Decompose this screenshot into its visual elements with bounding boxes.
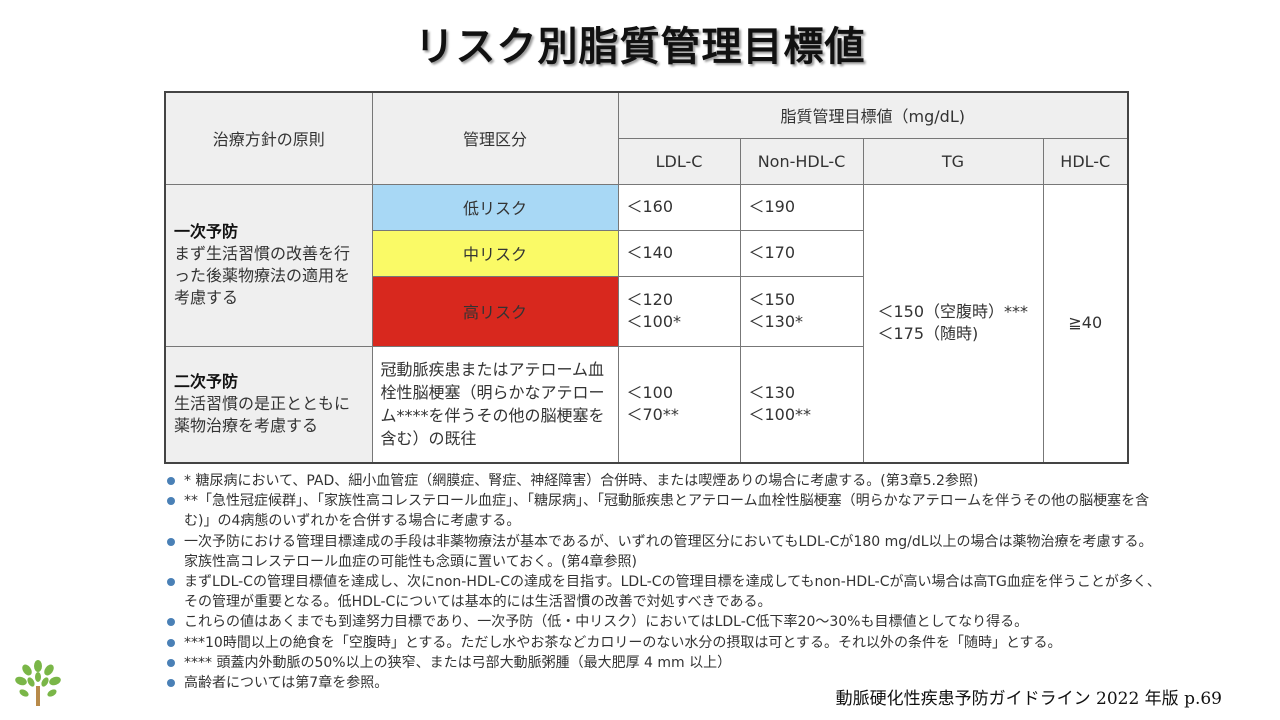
nonhdl-secondary: ＜130 ＜100** — [739, 345, 864, 464]
ldl-mid: ＜140 — [617, 229, 741, 277]
primary-desc: まず生活習慣の改善を行った後薬物療法の適用を考慮する — [174, 244, 351, 307]
secondary-desc: 生活習慣の是正とともに薬物治療を考慮する — [174, 394, 351, 436]
footnote: **「急性冠症候群」、「家族性高コレステロール血症」、「糖尿病」、「冠動脈疾患と… — [164, 491, 1164, 531]
bullet-icon — [167, 578, 175, 587]
ldl-secondary: ＜100 ＜70** — [617, 345, 741, 464]
tree-logo-icon — [15, 660, 61, 706]
header-ldl: LDL-C — [617, 137, 741, 185]
bullet-icon — [167, 618, 175, 627]
footnotes: * 糖尿病において、PAD、細小血管症（網膜症、腎症、神経障害）合併時、または喫… — [164, 471, 1164, 693]
tg-cell: ＜150（空腹時）*** ＜175（随時) — [862, 183, 1044, 464]
secondary-prevention-cell: 二次予防 生活習慣の是正とともに薬物治療を考慮する — [164, 345, 373, 464]
bullet-icon — [167, 537, 175, 546]
ldl-secondary-2: ＜70** — [626, 405, 679, 425]
header-target-group: 脂質管理目標値（mg/dL) — [617, 91, 1129, 139]
nonhdl-secondary-1: ＜130 — [748, 383, 796, 403]
header-principle: 治療方針の原則 — [164, 91, 373, 185]
ldl-low: ＜160 — [617, 183, 741, 231]
nonhdl-low: ＜190 — [739, 183, 864, 231]
bullet-icon — [167, 658, 175, 667]
ldl-high-1: ＜120 — [626, 290, 674, 309]
header-nonhdl: Non-HDL-C — [739, 137, 864, 185]
footnote: **** 頭蓋内外動脈の50%以上の狭窄、または弓部大動脈粥腫（最大肥厚 4 m… — [164, 653, 1164, 673]
nonhdl-secondary-2: ＜100** — [748, 405, 812, 425]
nonhdl-high: ＜150 ＜130* — [739, 275, 864, 347]
footnote: ***10時間以上の絶食を「空腹時」とする。ただし水やお茶などカロリーのない水分… — [164, 633, 1164, 653]
nonhdl-high-1: ＜150 — [748, 290, 796, 309]
risk-mid: 中リスク — [371, 229, 619, 277]
primary-prevention-cell: 一次予防 まず生活習慣の改善を行った後薬物療法の適用を考慮する — [164, 183, 373, 347]
nonhdl-high-2: ＜130* — [748, 312, 804, 331]
bullet-icon — [167, 477, 175, 485]
header-category: 管理区分 — [371, 91, 619, 185]
bullet-icon — [167, 497, 175, 506]
footnote: 一次予防における管理目標達成の手段は非薬物療法が基本であるが、いずれの管理区分に… — [164, 532, 1164, 572]
footnote: * 糖尿病において、PAD、細小血管症（網膜症、腎症、神経障害）合併時、または喫… — [164, 471, 1164, 491]
hdl-cell: ≧40 — [1042, 183, 1129, 464]
ldl-secondary-1: ＜100 — [626, 383, 674, 403]
primary-title: 一次予防 — [174, 222, 239, 241]
risk-high: 高リスク — [371, 275, 619, 347]
footnote: 高齢者については第7章を参照。 — [164, 673, 1164, 693]
secondary-title: 二次予防 — [174, 372, 239, 392]
header-hdl: HDL-C — [1042, 137, 1129, 185]
tg-fasting: ＜150（空腹時）*** — [877, 302, 1029, 322]
bullet-icon — [167, 638, 175, 647]
source-citation: 動脈硬化性疾患予防ガイドライン 2022 年版 p.69 — [835, 689, 1222, 709]
ldl-high-2: ＜100* — [626, 312, 682, 331]
risk-low: 低リスク — [371, 183, 619, 231]
ldl-high: ＜120 ＜100* — [617, 275, 741, 347]
header-tg: TG — [862, 137, 1044, 185]
nonhdl-mid: ＜170 — [739, 229, 864, 277]
footnote: まずLDL-Cの管理目標値を達成し、次にnon-HDL-Cの達成を目指す。LDL… — [164, 572, 1164, 612]
secondary-category: 冠動脈疾患またはアテローム血栓性脳梗塞（明らかなアテローム****を伴うその他の… — [371, 345, 619, 464]
tg-random: ＜175（随時) — [877, 324, 979, 344]
bullet-icon — [167, 679, 175, 688]
lipid-target-table: 治療方針の原則 管理区分 脂質管理目標値（mg/dL) LDL-C Non-HD… — [164, 91, 1130, 464]
footnote: これらの値はあくまでも到達努力目標であり、一次予防（低・中リスク）においてはLD… — [164, 612, 1164, 632]
page-title: リスク別脂質管理目標値 — [414, 24, 866, 70]
